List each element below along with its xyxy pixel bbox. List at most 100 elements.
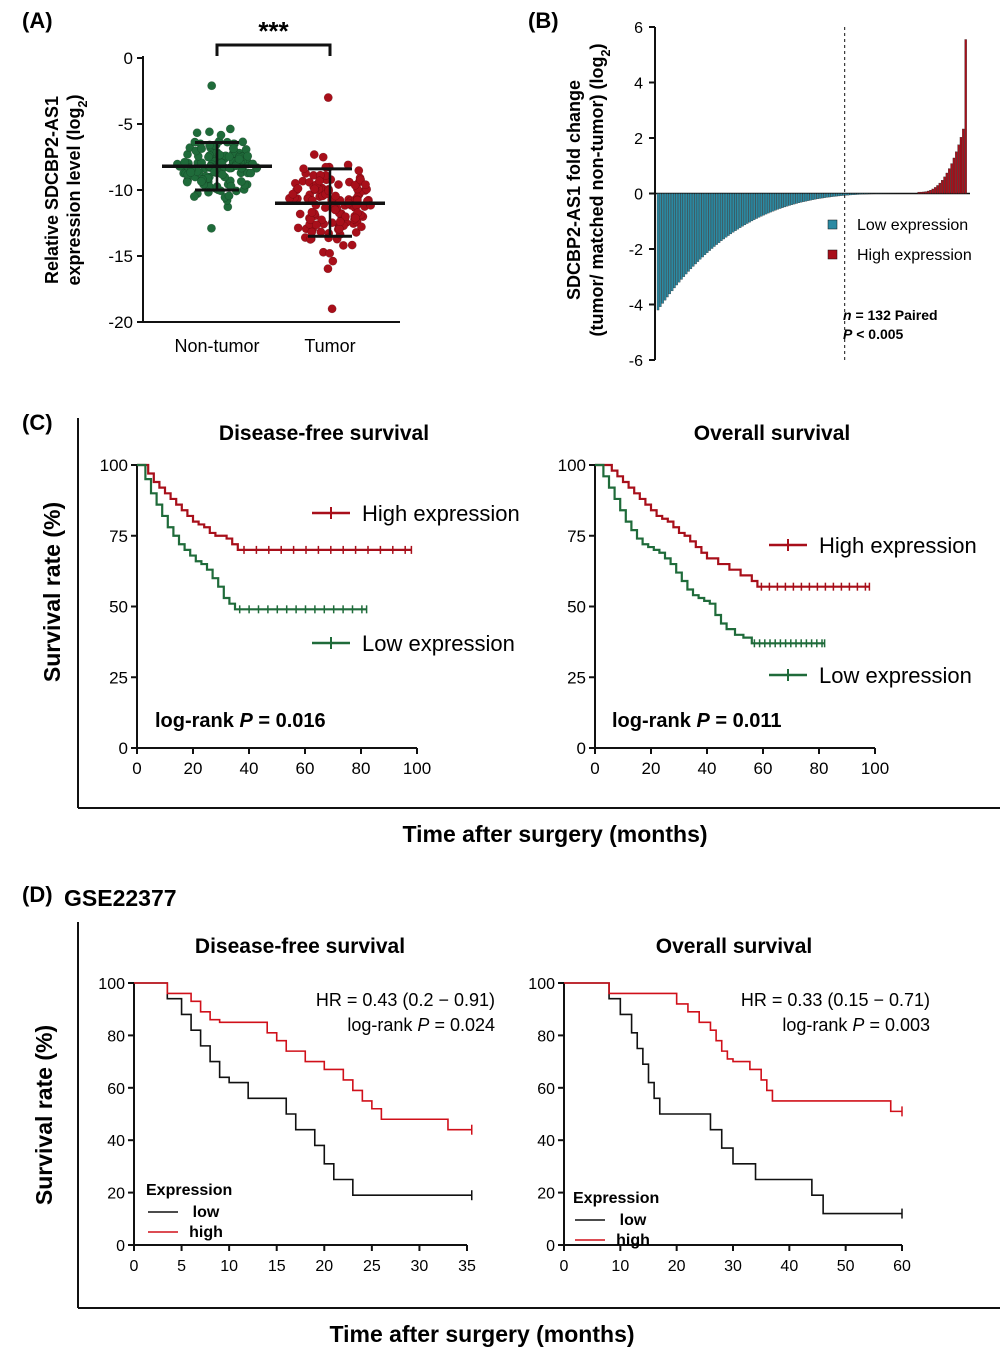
panel-b-bar — [701, 193, 704, 258]
panel-b-bar — [720, 193, 723, 241]
panel-b-bar — [858, 193, 862, 195]
panel-b-bar — [823, 193, 826, 198]
panel-a-point — [307, 207, 317, 217]
panel-b-bar — [814, 193, 817, 200]
panel-c-os-xtick-label: 60 — [754, 759, 773, 778]
panel-d-dfs-xtick-label: 35 — [458, 1258, 476, 1275]
panel-d-dfs-xtick-label: 10 — [220, 1258, 238, 1275]
panel-d-dfs-xtick-label: 0 — [130, 1258, 139, 1275]
panel-d-os-km-line — [564, 982, 902, 1215]
panel-b-bar — [802, 193, 805, 202]
panel-c-dfs-logrank: log-rank P = 0.016 — [155, 710, 326, 732]
panel-b-bar — [764, 193, 768, 215]
panel-a-point — [361, 180, 370, 190]
panel-d-dfs-ytick-label: 40 — [107, 1133, 125, 1150]
panel-b-bar — [732, 193, 735, 233]
panel-d-dfs-xtick-label: 5 — [177, 1258, 186, 1275]
panel-a-point — [347, 240, 357, 250]
panel-a-point — [328, 256, 338, 266]
panel-c-dfs-xtick-label: 80 — [352, 759, 371, 778]
panel-c-os-xtick-label: 80 — [810, 759, 829, 778]
panel-a-point — [224, 191, 234, 201]
panel-d-dfs-xtick-label: 20 — [315, 1258, 333, 1275]
panel-c-survival: Survival rate (%) Time after surgery (mo… — [39, 418, 1000, 847]
panel-b-bar — [800, 193, 803, 203]
panel-c-dfs-xtick-label: 40 — [240, 759, 259, 778]
panel-d-dfs-ytick-label: 60 — [107, 1081, 125, 1098]
panel-d-os-ytick-label: 40 — [537, 1133, 555, 1150]
panel-a-point — [295, 209, 305, 219]
panel-d-dfs-xtick-label: 15 — [268, 1258, 286, 1275]
panel-a-scatter: 0 -5 -10 -15 -20 Non-tumor Tumor Relative SDCBP… — [42, 16, 400, 356]
panel-b-legend-swatch — [827, 219, 838, 230]
panel-a-point — [225, 124, 235, 134]
panel-b-bar — [741, 193, 744, 227]
panel-a-point — [327, 304, 337, 314]
panel-c-os-xtick-label: 0 — [590, 759, 599, 778]
panel-b-bar — [762, 193, 765, 216]
panel-b-bar — [943, 176, 946, 194]
panel-c-os-xtick-label: 100 — [861, 759, 889, 778]
panel-a-point — [334, 180, 343, 190]
panel-a-ylabel-line1: Relative SDCBP2-AS1 — [42, 96, 62, 284]
panel-b-bar — [734, 193, 737, 231]
panel-b-ylabel-line2: (tumor/ matched non-tumor) (log2) — [587, 44, 613, 337]
panel-d-os-xtick-label: 40 — [780, 1258, 798, 1275]
panel-b-bar — [842, 193, 845, 196]
panel-a-point — [311, 220, 321, 230]
panel-b-bar — [816, 193, 819, 200]
panel-d-os-logrank: log-rank P = 0.003 — [782, 1015, 930, 1035]
panel-a-point — [323, 264, 333, 274]
panel-a-point — [356, 222, 366, 232]
panel-a-point — [314, 176, 324, 186]
panel-b-bar — [936, 185, 939, 194]
panel-b-bar — [804, 193, 808, 202]
panel-b-bar — [677, 193, 681, 283]
panel-a-point — [341, 212, 350, 222]
panel-a-point — [288, 189, 298, 199]
panel-b-bar — [924, 191, 927, 194]
panel-b-bar — [774, 193, 777, 211]
panel-d-dfs-km-line — [134, 982, 472, 1197]
panel-c-os-ytick-label: 0 — [577, 739, 586, 758]
panel-b-bar — [776, 193, 779, 210]
panel-c-os-xtick-label: 40 — [698, 759, 717, 778]
panel-b-bar — [933, 187, 937, 194]
panel-a-point — [238, 137, 248, 147]
panel-b-bar — [771, 193, 775, 212]
panel-a-point — [203, 152, 213, 162]
panel-c-dfs-km-line — [137, 463, 412, 551]
panel-d-os-ytick-label: 80 — [537, 1028, 555, 1045]
panel-d-os-km-line — [564, 982, 902, 1113]
panel-c-dfs-ytick-label: 50 — [109, 598, 128, 617]
panel-a-point — [246, 168, 256, 178]
panel-b-bar — [844, 193, 848, 196]
panel-a-significance-stars: *** — [258, 16, 289, 46]
panel-c-os-ytick-label: 50 — [567, 598, 586, 617]
panel-b-bar — [713, 193, 716, 247]
panel-b-bar — [865, 193, 869, 195]
panel-d-survival: Survival rate (%) Time after surgery (mo… — [31, 922, 1000, 1347]
panel-d-dfs-ytick-label: 0 — [116, 1238, 125, 1255]
panel-b-bar — [795, 193, 798, 204]
panel-d-os-xtick-label: 60 — [893, 1258, 911, 1275]
panel-b-bar — [746, 193, 749, 224]
panel-b-bar — [687, 193, 690, 272]
panel-a-point — [293, 223, 303, 233]
panel-b-bar — [948, 168, 951, 194]
panel-a-point — [354, 166, 364, 176]
panel-d-os-ytick-label: 20 — [537, 1186, 555, 1203]
panel-c-os-ytick-label: 25 — [567, 668, 586, 687]
panel-b-bar — [917, 191, 920, 194]
panel-b-bar — [788, 193, 791, 206]
panel-b-waterfall: 6 4 2 0 -2 -4 -6 SDCBP2-AS1 fold change (tumor/ … — [564, 20, 972, 370]
panel-a-point — [234, 154, 244, 164]
panel-c-dfs-ytick-label: 75 — [109, 527, 128, 546]
panel-a-point — [293, 184, 303, 194]
panel-d-os-ytick-label: 100 — [528, 976, 555, 993]
panel-b-bar — [685, 193, 688, 275]
panel-b-bar — [945, 172, 949, 194]
panel-a-point — [216, 130, 226, 140]
panel-a-point — [350, 180, 360, 190]
panel-c-dfs-xtick-label: 60 — [296, 759, 315, 778]
